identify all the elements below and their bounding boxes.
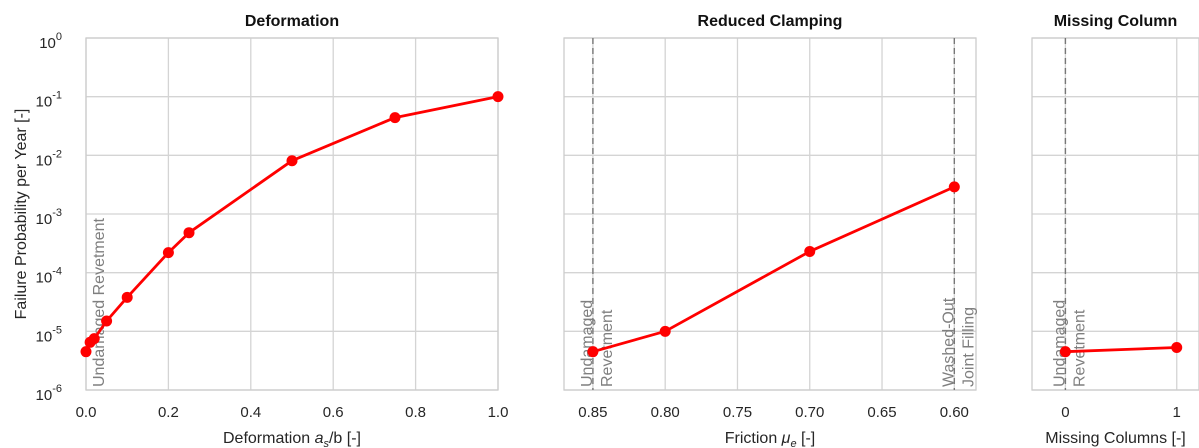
- x-tick-label: 0.70: [795, 404, 824, 421]
- data-point: [80, 346, 92, 358]
- annotation-text: Joint Filling: [960, 307, 977, 387]
- x-tick-label: 1.0: [488, 404, 509, 421]
- data-point: [587, 346, 599, 358]
- y-tick-label: 10-5: [36, 324, 62, 345]
- series-line: [1065, 346, 1177, 354]
- y-tick-label: 10-4: [36, 266, 62, 287]
- x-axis-label: Friction μe [-]: [725, 430, 815, 448]
- data-point: [162, 247, 174, 259]
- y-tick-label: 10-1: [36, 90, 62, 111]
- x-tick-label: 0.6: [323, 404, 344, 421]
- x-tick-label: 1: [1173, 404, 1181, 421]
- series-line: [592, 185, 955, 354]
- annotation-text: Undamaged Revetment: [91, 217, 108, 387]
- y-tick-label: 100: [39, 31, 62, 52]
- panel-title: Missing Column: [1054, 13, 1178, 30]
- data-point: [286, 155, 298, 167]
- axes-frame: [85, 37, 499, 391]
- data-point: [101, 315, 113, 327]
- x-tick-label: 0.75: [723, 404, 752, 421]
- y-tick-label: 10-2: [36, 148, 62, 169]
- annotation-text: Revetment: [1071, 309, 1088, 387]
- data-point: [88, 333, 100, 345]
- panel-1: Deformation 0.0 0.2 0.4 0.6 0.8 1.0 Deformation…: [76, 13, 509, 448]
- annotation-text: Undamaged: [1051, 300, 1068, 387]
- data-point: [948, 181, 960, 193]
- x-axis-label: Missing Columns [-]: [1045, 430, 1185, 447]
- x-tick-label: 0.2: [158, 404, 179, 421]
- x-tick-label: 0.60: [940, 404, 969, 421]
- data-point: [183, 227, 195, 239]
- y-tick-label: 10-6: [36, 383, 62, 404]
- panel-title: Reduced Clamping: [698, 13, 843, 30]
- data-point: [389, 112, 401, 124]
- x-tick-label: 0.8: [405, 404, 426, 421]
- panel-3: Missing Column 0 1 Missing Columns [-] Undam…: [1031, 13, 1199, 447]
- x-tick-label: 0.80: [651, 404, 680, 421]
- data-point: [659, 325, 671, 337]
- data-point: [804, 245, 816, 257]
- data-point: [492, 91, 504, 103]
- annotation-text: Undamaged: [579, 300, 596, 387]
- panel-2: Reduced Clamping 0.85 0.80 0.75 0.70 0.65 0.60…: [563, 13, 977, 448]
- data-point: [121, 291, 133, 303]
- x-tick-label: 0.4: [240, 404, 261, 421]
- y-tick-label: 10-3: [36, 207, 62, 228]
- data-point: [1171, 342, 1183, 354]
- x-axis-label: Deformation as/b [-]: [223, 430, 361, 448]
- y-axis-label: Failure Probability per Year [-]: [13, 109, 30, 320]
- x-tick-label: 0.0: [76, 404, 97, 421]
- data-point: [1059, 346, 1071, 358]
- axes-frame: [1031, 37, 1199, 391]
- annotation-text: Washed-Out: [940, 297, 957, 387]
- x-tick-label: 0.65: [867, 404, 896, 421]
- x-tick-label: 0: [1061, 404, 1069, 421]
- panel-title: Deformation: [245, 13, 339, 30]
- series-line: [84, 95, 499, 353]
- x-tick-label: 0.85: [578, 404, 607, 421]
- axes-frame: [563, 37, 977, 391]
